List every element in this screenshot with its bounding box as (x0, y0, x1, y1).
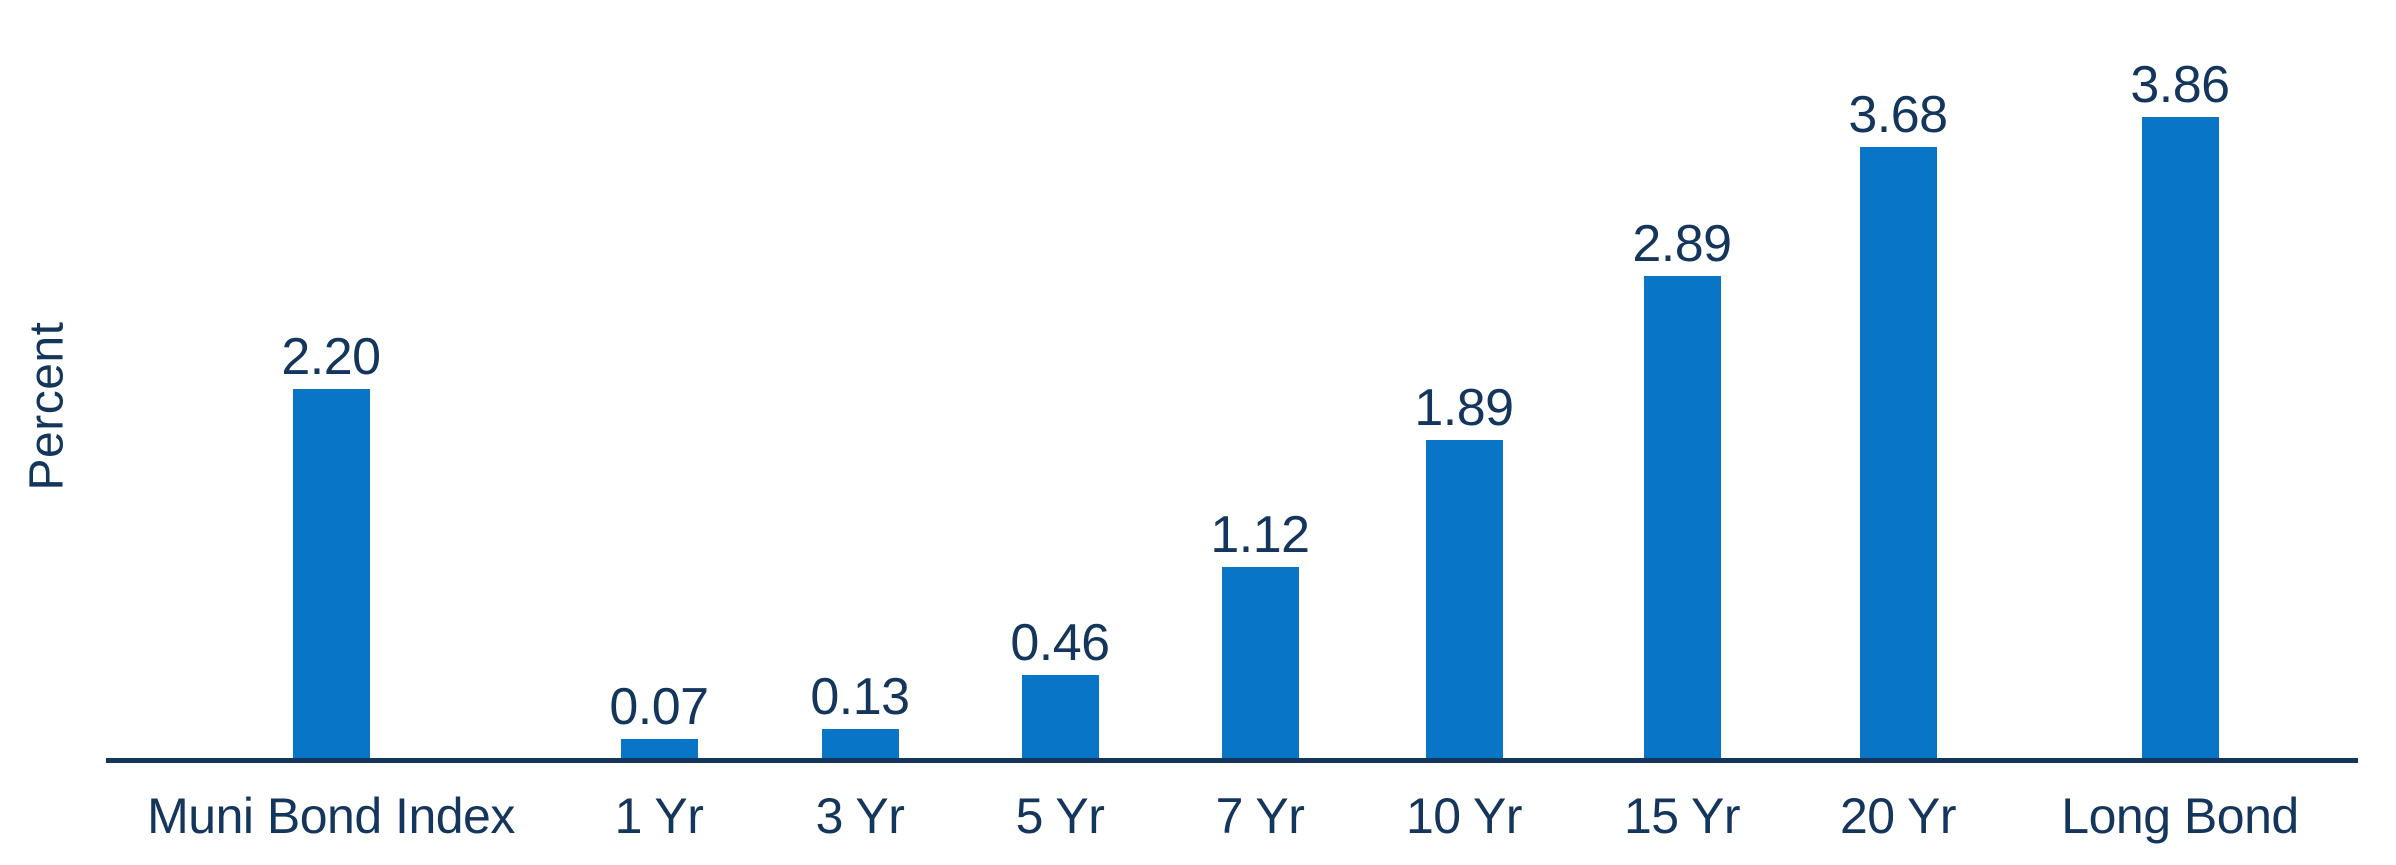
x-tick-label: Muni Bond Index (147, 788, 515, 844)
bar (1643, 276, 1721, 759)
bar-value-label: 0.07 (609, 678, 709, 736)
bar (1021, 675, 1099, 759)
y-axis-label: Percent (20, 321, 74, 491)
x-tick-label: 10 Yr (1405, 788, 1523, 844)
bar (2141, 117, 2219, 759)
bar-value-label: 1.12 (1210, 506, 1310, 564)
x-tick-label: Long Bond (2061, 788, 2299, 844)
bar-value-label: 3.68 (1848, 86, 1948, 144)
x-tick-label: 5 Yr (1015, 788, 1105, 844)
x-tick-label: 1 Yr (614, 788, 704, 844)
bar (292, 389, 370, 759)
bar (620, 739, 698, 759)
x-axis-line (106, 758, 2358, 763)
bar-value-label: 0.46 (1010, 614, 1110, 672)
x-tick-label: 15 Yr (1623, 788, 1741, 844)
x-tick-label: 3 Yr (815, 788, 905, 844)
bar (1221, 567, 1299, 759)
x-tick-label: 20 Yr (1839, 788, 1957, 844)
bar (1859, 147, 1937, 759)
bar-value-label: 2.20 (281, 328, 381, 386)
x-tick-label: 7 Yr (1215, 788, 1305, 844)
bar-value-label: 3.86 (2130, 56, 2230, 114)
bar-value-label: 0.13 (810, 668, 910, 726)
bar (1425, 440, 1503, 759)
bar (821, 729, 899, 759)
bar-value-label: 1.89 (1414, 379, 1514, 437)
bar-value-label: 2.89 (1632, 215, 1732, 273)
